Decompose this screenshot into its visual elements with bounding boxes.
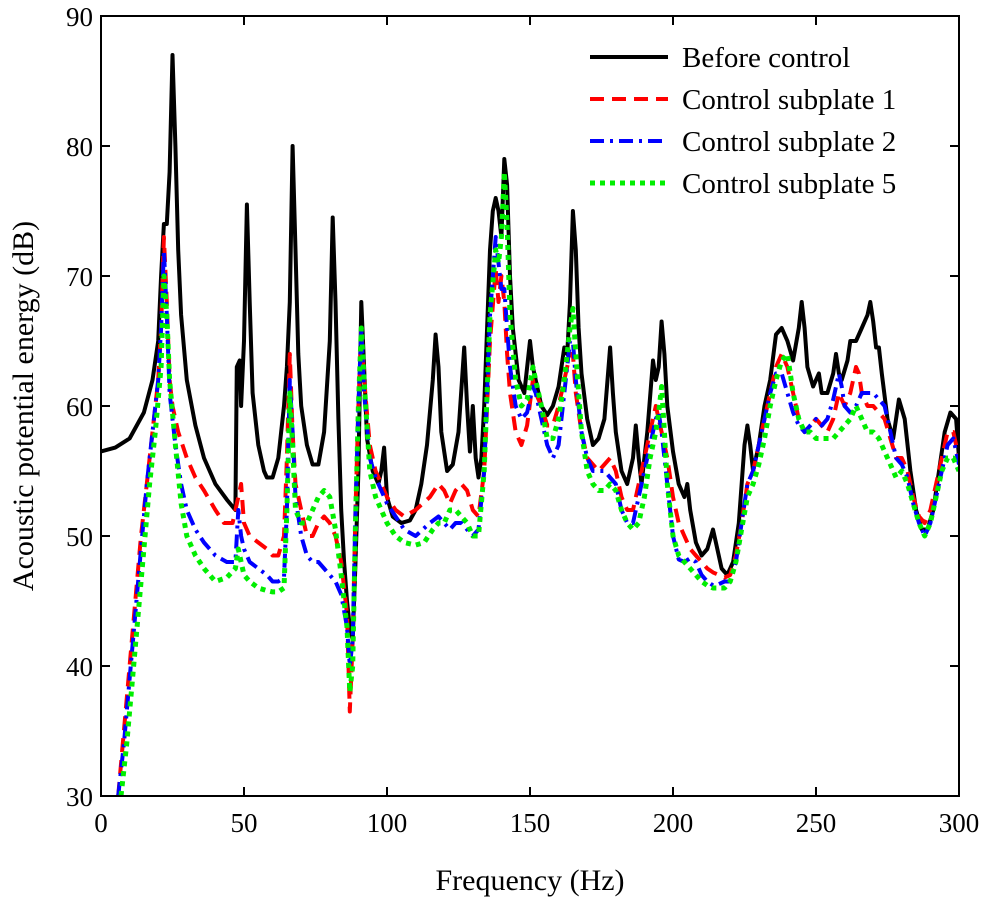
x-tick-label: 150 xyxy=(510,808,551,838)
legend-label-4: Control subplate 5 xyxy=(682,168,896,200)
y-tick-label: 90 xyxy=(66,2,93,32)
y-tick-label: 50 xyxy=(66,522,93,552)
y-tick-label: 30 xyxy=(66,782,93,812)
series-line-4 xyxy=(118,169,959,796)
y-axis-label: Acoustic potential energy (dB) xyxy=(7,221,40,591)
legend: Before control Control subplate 1 Control … xyxy=(590,42,896,200)
y-tick-label: 60 xyxy=(66,392,93,422)
x-tick-label: 50 xyxy=(231,808,258,838)
series-line-3 xyxy=(116,235,959,796)
legend-label-2: Control subplate 1 xyxy=(682,84,896,116)
y-tick-label: 80 xyxy=(66,132,93,162)
axis-ticks: 0 50 100 150 200 250 300 30 40 50 60 70 80 90 xyxy=(66,2,979,838)
x-tick-label: 200 xyxy=(653,808,694,838)
plot-lines xyxy=(101,53,959,796)
x-tick-label: 100 xyxy=(367,808,408,838)
series-line-2 xyxy=(116,235,959,796)
series-line-1 xyxy=(101,53,959,642)
x-axis-label: Frequency (Hz) xyxy=(435,864,624,897)
legend-label-1: Before control xyxy=(682,42,850,74)
x-tick-label: 0 xyxy=(94,808,108,838)
legend-label-3: Control subplate 2 xyxy=(682,126,896,158)
x-tick-label: 250 xyxy=(796,808,837,838)
x-tick-label: 300 xyxy=(939,808,980,838)
y-tick-label: 40 xyxy=(66,652,93,682)
y-tick-label: 70 xyxy=(66,262,93,292)
